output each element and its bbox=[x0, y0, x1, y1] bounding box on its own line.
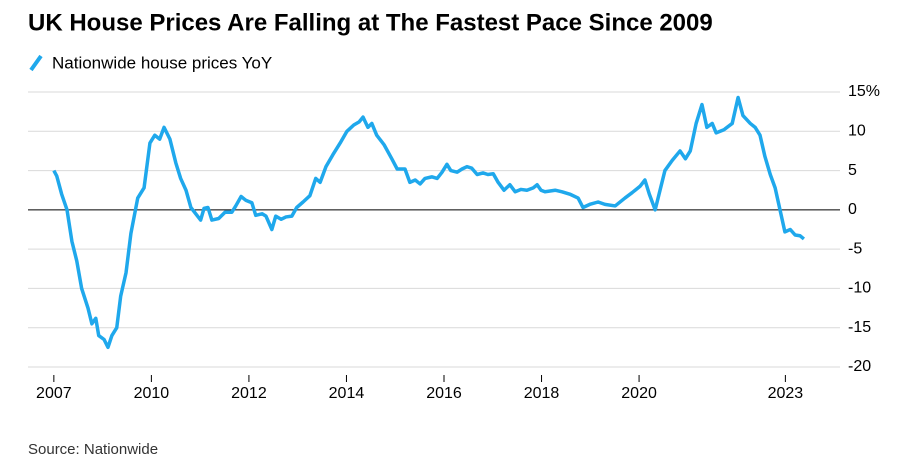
x-tick-label: 2020 bbox=[621, 385, 657, 402]
x-tick-label: 2018 bbox=[524, 385, 560, 402]
y-tick-label: -5 bbox=[848, 240, 862, 257]
y-tick-label: -15 bbox=[848, 319, 871, 336]
legend-swatch bbox=[29, 54, 43, 72]
y-tick-label: -20 bbox=[848, 358, 871, 375]
x-tick-label: 2010 bbox=[134, 385, 170, 402]
x-tick-label: 2023 bbox=[768, 385, 804, 402]
y-tick-label: -10 bbox=[848, 280, 871, 297]
source: Source: Nationwide bbox=[28, 441, 158, 458]
chart-title: UK House Prices Are Falling at The Faste… bbox=[28, 9, 713, 36]
legend-label: Nationwide house prices YoY bbox=[52, 53, 272, 72]
x-tick-label: 2014 bbox=[329, 385, 365, 402]
x-tick-label: 2016 bbox=[426, 385, 462, 402]
x-tick-label: 2007 bbox=[36, 385, 72, 402]
data-line bbox=[52, 95, 806, 350]
y-tick-label: 10 bbox=[848, 123, 866, 140]
y-tick-label: 0 bbox=[848, 201, 857, 218]
y-tick-label: 5 bbox=[848, 162, 857, 179]
x-tick-label: 2012 bbox=[231, 385, 267, 402]
y-tick-label: 15% bbox=[848, 83, 880, 100]
